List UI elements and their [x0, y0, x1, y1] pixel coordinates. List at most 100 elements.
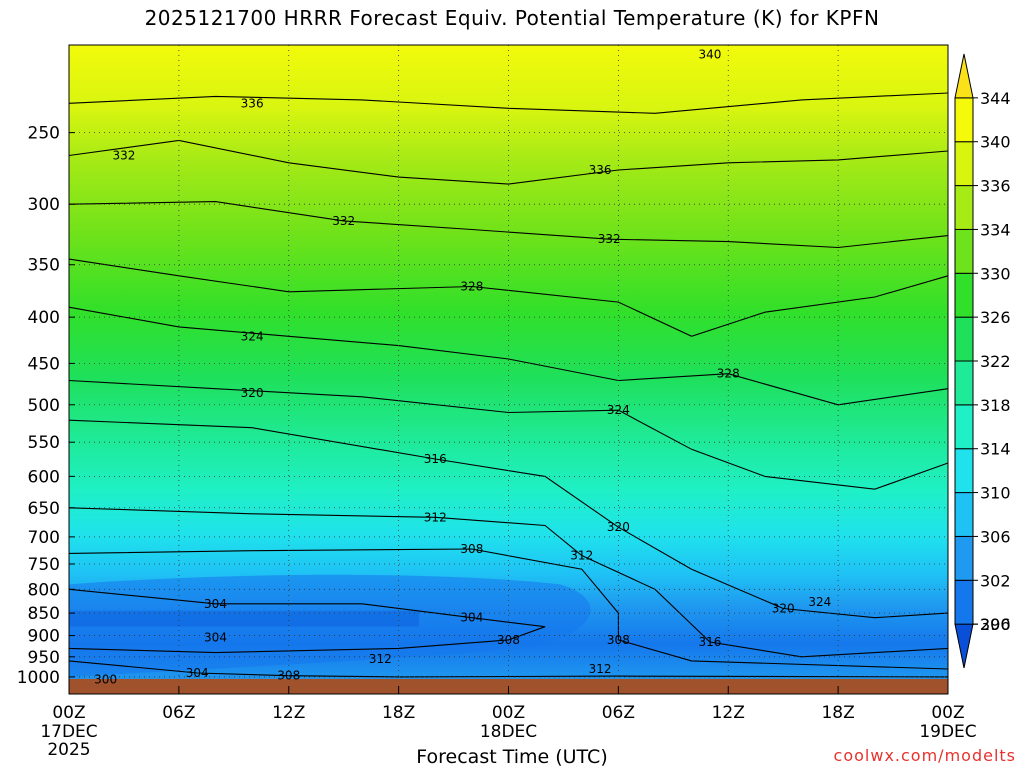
contour-label: 332 [332, 214, 355, 228]
contour-label: 324 [241, 329, 264, 343]
contour-line [68, 507, 949, 658]
colorbar-label: 318 [980, 396, 1011, 415]
colorbar-label: 310 [980, 484, 1011, 503]
colorbar-label: 326 [980, 308, 1011, 327]
colorbar-swatch [954, 623, 974, 669]
colorbar-swatch [954, 404, 974, 450]
colorbar-label: 322 [980, 352, 1011, 371]
x-tick-label: 12Z [272, 703, 305, 723]
colorbar-swatch [954, 579, 974, 625]
chart-title: 2025121700 HRRR Forecast Equiv. Potentia… [144, 6, 880, 30]
colorbar-swatch [954, 97, 974, 143]
x-tick-date: 17DEC [40, 722, 97, 742]
colorbar-swatch [954, 360, 974, 406]
contour-line [68, 139, 949, 185]
contour-line [68, 660, 949, 678]
colorbar-swatch [954, 53, 974, 99]
y-tick-label: 450 [28, 354, 60, 374]
colorbar-label: 302 [980, 571, 1011, 590]
contour-label: 332 [112, 148, 135, 162]
x-tick-date: 18DEC [480, 722, 537, 742]
colorbar-swatch [954, 272, 974, 318]
contour-label: 336 [589, 163, 612, 177]
colorbar-swatch [954, 535, 974, 581]
colorbar-swatch [954, 448, 974, 494]
contour-label: 304 [204, 631, 227, 645]
y-tick-label: 650 [28, 499, 60, 519]
y-tick-label: 1000 [17, 668, 60, 688]
x-tick-label: 00Z [931, 703, 964, 723]
x-axis-label: Forecast Time (UTC) [416, 746, 608, 768]
colorbar-swatch [954, 228, 974, 274]
colorbar-label: 300 [980, 615, 1011, 634]
contour-line [68, 258, 949, 337]
contour-line [68, 419, 949, 619]
x-tick-date: 19DEC [919, 722, 976, 742]
colorbar-swatch [954, 316, 974, 362]
contour-label: 320 [772, 601, 795, 615]
colorbar-label: 344 [980, 89, 1011, 108]
contour-label: 308 [277, 669, 300, 683]
y-tick-label: 400 [28, 308, 60, 328]
y-tick-label: 850 [28, 604, 60, 624]
contour-line [68, 201, 949, 249]
colorbar-label: 306 [980, 527, 1011, 546]
contour-label: 304 [186, 666, 209, 680]
coldest-pool [69, 610, 419, 627]
contour-label: 312 [424, 510, 447, 524]
contour-label: 332 [598, 232, 621, 246]
colorbar-label: 340 [980, 133, 1011, 152]
x-tick-label: 06Z [162, 703, 195, 723]
contour-label: 324 [808, 595, 831, 609]
contour-label: 308 [497, 633, 520, 647]
contour-line [68, 588, 546, 654]
contour-label: 304 [204, 597, 227, 611]
contour-label: 316 [424, 452, 447, 466]
contour-label: 304 [460, 611, 483, 625]
contour-line [68, 306, 949, 406]
contour-label: 328 [717, 367, 740, 381]
colorbar-label: 330 [980, 264, 1011, 283]
x-tick-label: 18Z [382, 703, 415, 723]
colorbar-swatch [954, 185, 974, 230]
colorbar-swatch [954, 492, 974, 537]
colorbar-label: 296 [980, 615, 1011, 634]
colorbar-label: 314 [980, 440, 1011, 459]
x-tick-year: 2025 [47, 740, 90, 760]
low-theta-pool [69, 574, 591, 677]
y-tick-label: 900 [28, 627, 60, 647]
y-tick-label: 700 [28, 528, 60, 548]
y-tick-label: 300 [28, 195, 60, 215]
contour-line [68, 92, 949, 114]
y-tick-label: 950 [28, 648, 60, 668]
credit-link[interactable]: coolwx.com/modelts [833, 746, 1016, 765]
contour-label: 340 [698, 48, 721, 62]
y-tick-label: 550 [28, 433, 60, 453]
contour-label: 312 [369, 652, 392, 666]
x-tick-label: 12Z [712, 703, 745, 723]
x-tick-label: 06Z [602, 703, 635, 723]
y-tick-label: 350 [28, 256, 60, 276]
y-tick-label: 600 [28, 467, 60, 487]
y-tick-label: 750 [28, 555, 60, 575]
colorbar-swatch [954, 141, 974, 187]
colorbar-label: 336 [980, 177, 1011, 196]
contour-label: 320 [241, 386, 264, 400]
contour-label: 312 [570, 549, 593, 563]
y-tick-label: 500 [28, 396, 60, 416]
y-tick-label: 250 [28, 124, 60, 144]
x-tick-label: 18Z [821, 703, 854, 723]
contour-label: 312 [589, 662, 612, 676]
contour-label: 316 [698, 635, 721, 649]
x-tick-label: 00Z [492, 703, 525, 723]
contour-label: 308 [607, 633, 630, 647]
colorbar-label: 334 [980, 220, 1011, 239]
contour-label: 300 [94, 672, 117, 686]
contour-label: 328 [460, 280, 483, 294]
x-tick-label: 00Z [52, 703, 85, 723]
contour-label: 324 [607, 403, 630, 417]
contour-label: 320 [607, 520, 630, 534]
y-tick-label: 800 [28, 580, 60, 600]
contour-label: 308 [460, 542, 483, 556]
